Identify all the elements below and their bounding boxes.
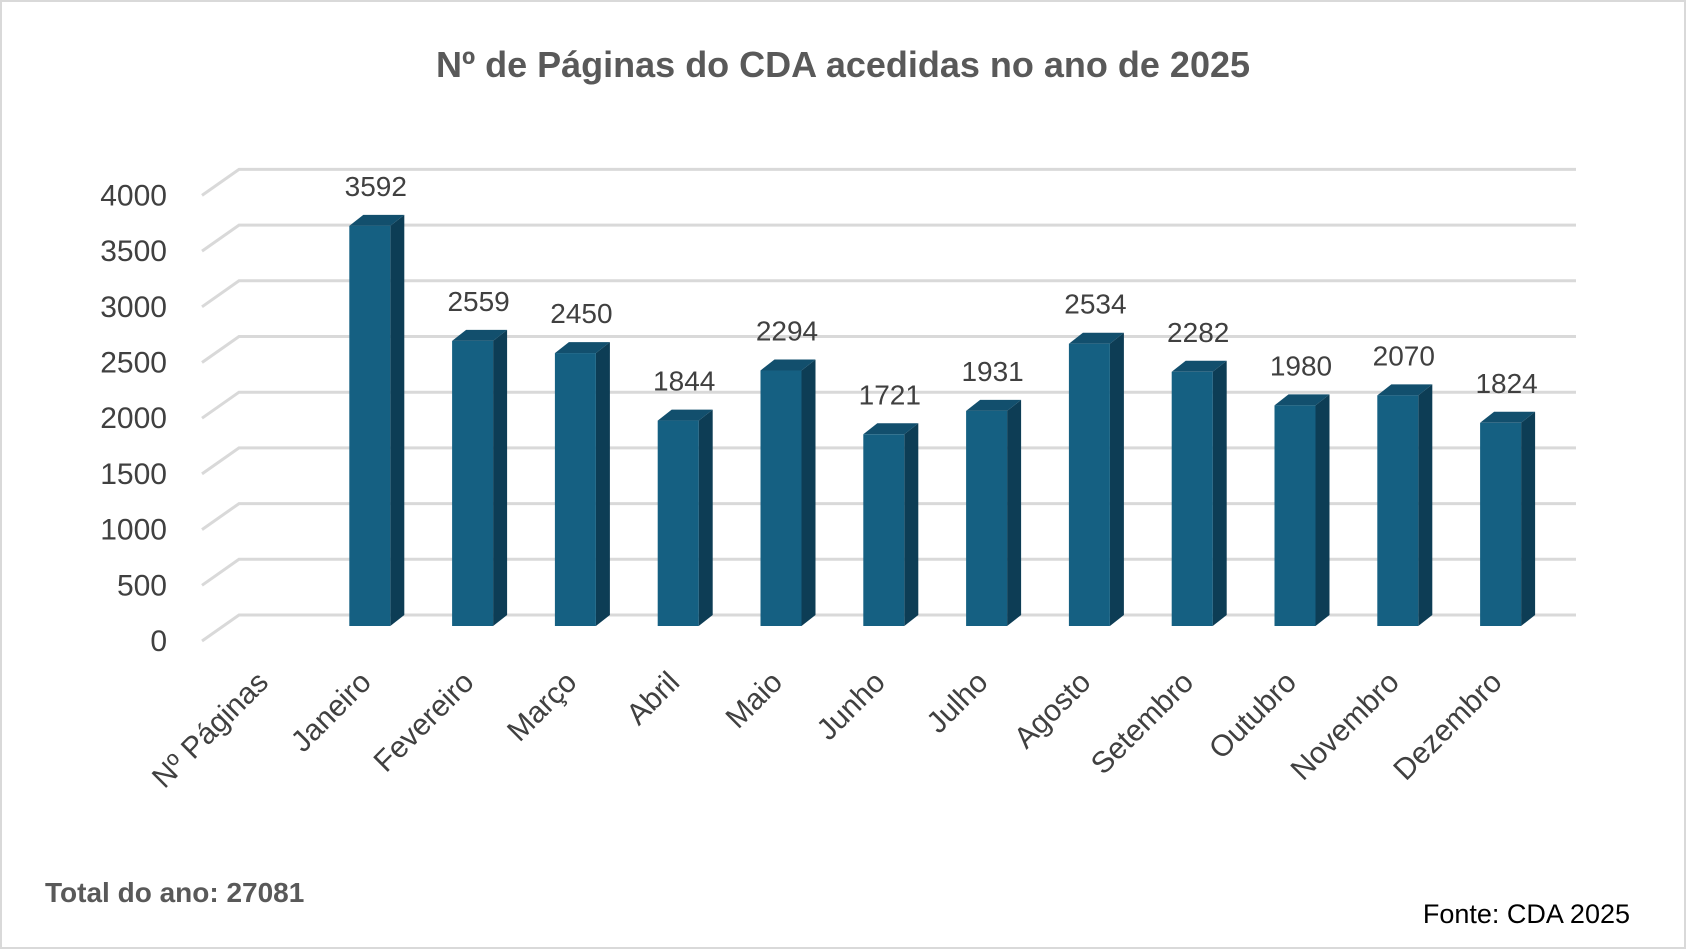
data-label: 2559: [447, 286, 509, 317]
bar-side: [1521, 411, 1536, 626]
data-label: 2534: [1064, 289, 1126, 320]
bar-side: [390, 214, 405, 626]
data-label: 1844: [653, 366, 715, 397]
data-label: 3592: [345, 171, 407, 202]
bar-janeiro: [349, 214, 405, 626]
data-label: 1824: [1475, 368, 1537, 399]
bar-side: [1418, 384, 1433, 626]
gridline: [201, 223, 1576, 253]
bar-front: [1274, 405, 1316, 626]
gridline: [201, 557, 1576, 587]
bar-top: [760, 359, 816, 371]
bar-top: [657, 409, 713, 421]
bar-top: [1171, 360, 1227, 372]
bar-front: [863, 434, 905, 626]
gridline: [201, 502, 1576, 531]
gridline: [201, 446, 1576, 476]
gridline: [201, 335, 1576, 364]
bar-side: [493, 329, 508, 626]
bar-top: [966, 399, 1022, 411]
bar-setembro: [1171, 360, 1227, 626]
bar-front: [1480, 422, 1522, 626]
data-label: 1721: [859, 379, 921, 410]
y-tick-label: 3500: [100, 235, 167, 268]
bar-side: [698, 409, 713, 626]
chart-title: Nº de Páginas do CDA acedidas no ano de …: [436, 44, 1250, 85]
bar-top: [1377, 384, 1433, 396]
bar-top: [349, 214, 405, 226]
y-tick-label: 2000: [100, 402, 167, 435]
y-tick-label: 2500: [100, 347, 167, 380]
bar-front: [452, 340, 494, 626]
bar-front: [1171, 371, 1213, 626]
bar-front: [657, 420, 699, 626]
total-label: Total do ano: 27081: [45, 877, 304, 908]
bar-side: [904, 423, 919, 626]
bar-top: [1068, 332, 1124, 344]
bar-agosto: [1068, 332, 1124, 626]
bar-front: [760, 370, 802, 626]
bar-fevereiro: [452, 329, 508, 626]
y-tick-label: 0: [150, 625, 167, 658]
bar-junho: [863, 423, 919, 626]
bar-dezembro: [1480, 411, 1536, 626]
bar-side: [1109, 332, 1124, 626]
bar-novembro: [1377, 384, 1433, 626]
y-tick-label: 4000: [100, 179, 167, 212]
bar-top: [1274, 394, 1330, 406]
bar-outubro: [1274, 394, 1330, 626]
bar-front: [966, 410, 1008, 626]
bar-top: [554, 342, 610, 354]
bar-front: [1068, 343, 1110, 626]
data-label: 2070: [1373, 340, 1435, 371]
bar-abril: [657, 409, 713, 626]
bar-maio: [760, 359, 816, 626]
bar-top: [863, 423, 919, 435]
bar-março: [554, 342, 610, 626]
bar-front: [1377, 395, 1419, 626]
bar-side: [1212, 360, 1227, 626]
y-tick-label: 1000: [100, 514, 167, 547]
bar-front: [349, 225, 391, 626]
source-label: Fonte: CDA 2025: [1423, 899, 1630, 929]
bar-side: [1315, 394, 1330, 626]
y-tick-label: 3000: [100, 291, 167, 324]
data-label: 1980: [1270, 350, 1332, 381]
data-label: 1931: [961, 356, 1023, 387]
bar-top: [452, 329, 508, 341]
bar-side: [801, 359, 816, 626]
gridline: [201, 613, 1576, 643]
y-tick-label: 1500: [100, 458, 167, 491]
data-label: 2282: [1167, 317, 1229, 348]
bar-julho: [966, 399, 1022, 626]
bar-top: [1480, 411, 1536, 423]
gridline: [201, 279, 1576, 309]
bar-side: [1007, 399, 1022, 626]
y-tick-label: 500: [117, 569, 167, 602]
bar-front: [554, 353, 596, 626]
bar-side: [595, 342, 610, 626]
gridline: [201, 390, 1576, 420]
data-label: 2450: [550, 298, 612, 329]
data-label: 2294: [756, 315, 818, 346]
gridline: [201, 167, 1576, 197]
